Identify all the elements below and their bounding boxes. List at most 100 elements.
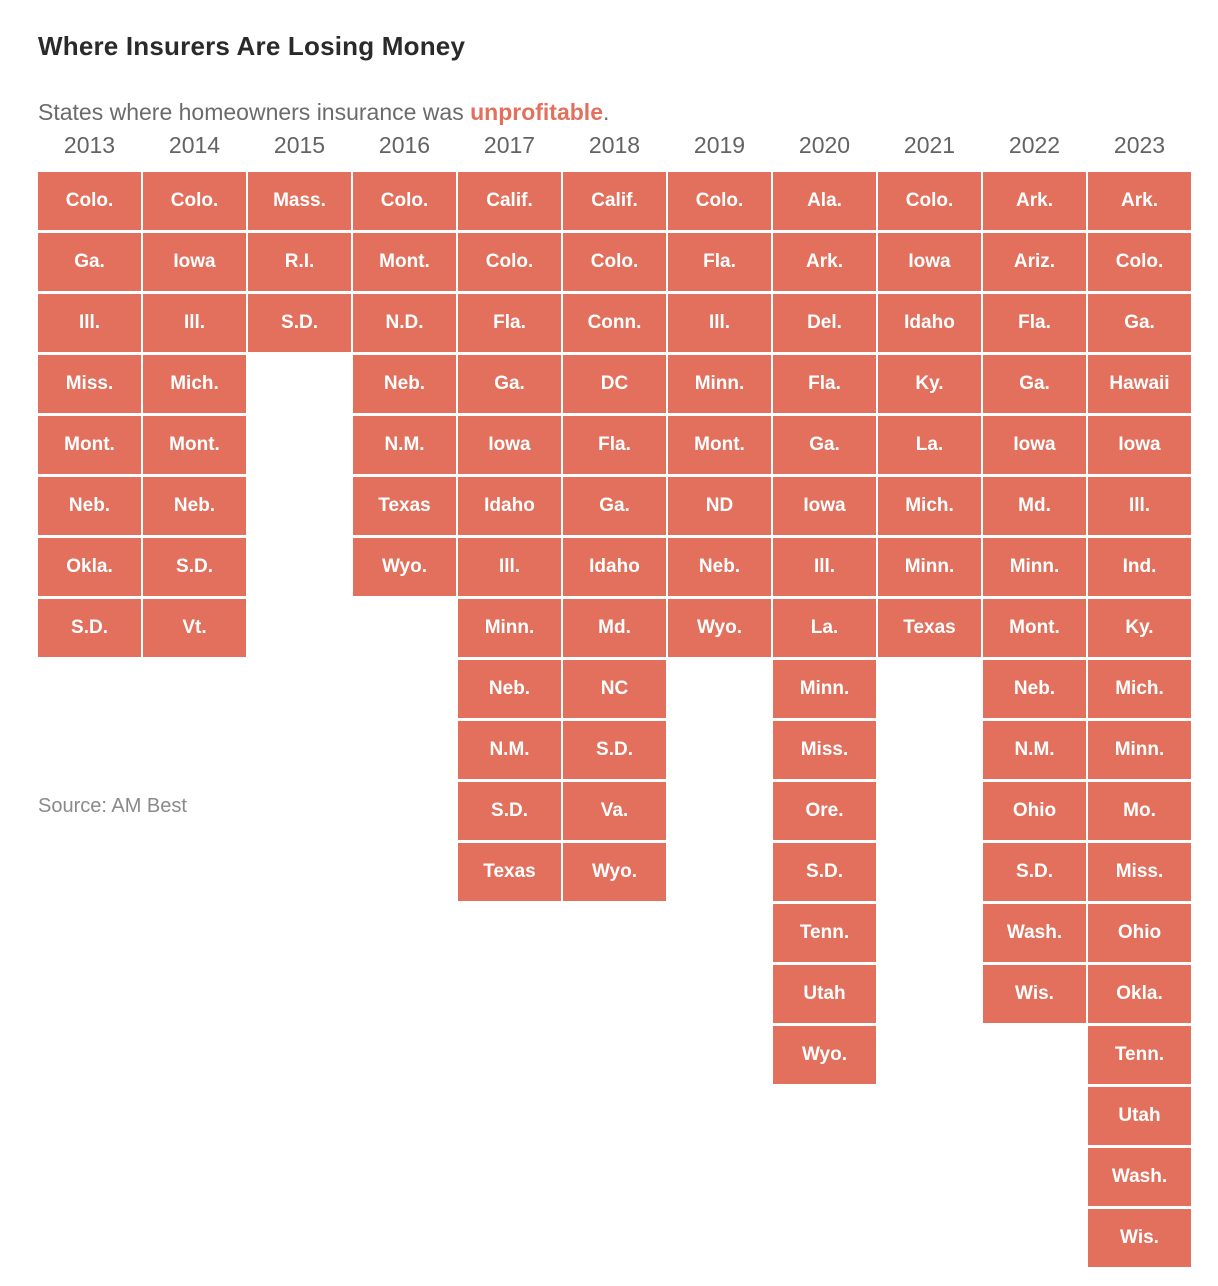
state-cell: Iowa bbox=[143, 233, 246, 291]
chart-title: Where Insurers Are Losing Money bbox=[38, 31, 466, 62]
year-label: 2015 bbox=[273, 132, 326, 158]
state-cell: Conn. bbox=[563, 294, 666, 352]
year-label: 2013 bbox=[63, 132, 116, 158]
state-cell: Iowa bbox=[773, 477, 876, 535]
state-cell: NC bbox=[563, 660, 666, 718]
state-cell: Texas bbox=[878, 599, 981, 657]
state-cell: Tenn. bbox=[1088, 1026, 1191, 1084]
year-column-2016: 2016 Colo. Mont. N.D. Neb. N.M. Texas Wyo. bbox=[353, 132, 456, 1270]
state-cell: Mich. bbox=[143, 355, 246, 413]
state-cell: Mont. bbox=[38, 416, 141, 474]
state-cell: Iowa bbox=[983, 416, 1086, 474]
state-cell: Okla. bbox=[1088, 965, 1191, 1023]
year-label: 2020 bbox=[798, 132, 851, 158]
state-cell: Minn. bbox=[668, 355, 771, 413]
state-cell: Calif. bbox=[563, 172, 666, 230]
state-cell: Mass. bbox=[248, 172, 351, 230]
state-cell: Neb. bbox=[353, 355, 456, 413]
year-label: 2014 bbox=[168, 132, 221, 158]
state-cell: Ga. bbox=[458, 355, 561, 413]
state-cell: Idaho bbox=[878, 294, 981, 352]
state-cell: Tenn. bbox=[773, 904, 876, 962]
state-cell: Ohio bbox=[983, 782, 1086, 840]
state-cell: Idaho bbox=[563, 538, 666, 596]
state-cell: Neb. bbox=[458, 660, 561, 718]
state-cell: S.D. bbox=[983, 843, 1086, 901]
state-cell: Fla. bbox=[563, 416, 666, 474]
state-cell: Mo. bbox=[1088, 782, 1191, 840]
year-column-2022: 2022 Ark. Ariz. Fla. Ga. Iowa Md. Minn. Mont. Neb… bbox=[983, 132, 1086, 1270]
state-cell: Ky. bbox=[1088, 599, 1191, 657]
year-column-2020: 2020 Ala. Ark. Del. Fla. Ga. Iowa Ill. La. Minn. M… bbox=[773, 132, 876, 1270]
state-cell: Miss. bbox=[1088, 843, 1191, 901]
state-cell: Ill. bbox=[458, 538, 561, 596]
state-cell: Minn. bbox=[1088, 721, 1191, 779]
state-cell: Minn. bbox=[773, 660, 876, 718]
state-cell: Colo. bbox=[143, 172, 246, 230]
state-cell: Mont. bbox=[143, 416, 246, 474]
state-cell: Iowa bbox=[1088, 416, 1191, 474]
state-cell: Iowa bbox=[878, 233, 981, 291]
subtitle-highlight-unprofitable: unprofitable bbox=[470, 99, 603, 125]
state-cell: Neb. bbox=[983, 660, 1086, 718]
state-cell: Ala. bbox=[773, 172, 876, 230]
state-cell: R.I. bbox=[248, 233, 351, 291]
state-cell: Texas bbox=[458, 843, 561, 901]
state-cell: S.D. bbox=[563, 721, 666, 779]
state-cell: Wyo. bbox=[353, 538, 456, 596]
subtitle-prefix: States where homeowners insurance was bbox=[38, 99, 471, 125]
state-cell: Ariz. bbox=[983, 233, 1086, 291]
state-cell: Vt. bbox=[143, 599, 246, 657]
year-label: 2022 bbox=[1008, 132, 1061, 158]
state-cell: Wash. bbox=[983, 904, 1086, 962]
state-cell: Fla. bbox=[668, 233, 771, 291]
state-cell: Colo. bbox=[668, 172, 771, 230]
state-cell: N.M. bbox=[983, 721, 1086, 779]
state-cell: Ind. bbox=[1088, 538, 1191, 596]
chart-subtitle: States where homeowners insurance was un… bbox=[38, 99, 609, 126]
state-cell: Colo. bbox=[458, 233, 561, 291]
state-cell: Wyo. bbox=[773, 1026, 876, 1084]
state-cell: Calif. bbox=[458, 172, 561, 230]
state-cell: Va. bbox=[563, 782, 666, 840]
state-cell: Neb. bbox=[668, 538, 771, 596]
year-column-2021: 2021 Colo. Iowa Idaho Ky. La. Mich. Minn. Texas bbox=[878, 132, 981, 1270]
state-cell: Minn. bbox=[878, 538, 981, 596]
subtitle-suffix: . bbox=[603, 99, 610, 125]
state-cell: Ill. bbox=[143, 294, 246, 352]
state-cell: S.D. bbox=[773, 843, 876, 901]
state-cell: Mont. bbox=[668, 416, 771, 474]
year-label: 2016 bbox=[378, 132, 431, 158]
state-cell: Colo. bbox=[353, 172, 456, 230]
year-grid: 2013 Colo. Ga. Ill. Miss. Mont. Neb. Okla. S.D. 2… bbox=[38, 132, 1191, 1270]
state-cell: Minn. bbox=[458, 599, 561, 657]
state-cell: N.D. bbox=[353, 294, 456, 352]
state-cell: S.D. bbox=[458, 782, 561, 840]
year-column-2015: 2015 Mass. R.I. S.D. bbox=[248, 132, 351, 1270]
state-cell: Del. bbox=[773, 294, 876, 352]
state-cell: Wyo. bbox=[668, 599, 771, 657]
state-cell: Ark. bbox=[1088, 172, 1191, 230]
state-cell: N.M. bbox=[458, 721, 561, 779]
year-column-2014: 2014 Colo. Iowa Ill. Mich. Mont. Neb. S.D. Vt. bbox=[143, 132, 246, 1270]
state-cell: Colo. bbox=[563, 233, 666, 291]
year-column-2017: 2017 Calif. Colo. Fla. Ga. Iowa Idaho Ill. Minn.… bbox=[458, 132, 561, 1270]
state-cell: Ohio bbox=[1088, 904, 1191, 962]
state-cell: Miss. bbox=[38, 355, 141, 413]
state-cell: Utah bbox=[773, 965, 876, 1023]
state-cell: La. bbox=[878, 416, 981, 474]
state-cell: Texas bbox=[353, 477, 456, 535]
state-cell: Md. bbox=[983, 477, 1086, 535]
state-cell: Ore. bbox=[773, 782, 876, 840]
state-cell: Ill. bbox=[773, 538, 876, 596]
state-cell: Ill. bbox=[668, 294, 771, 352]
state-cell: Ill. bbox=[38, 294, 141, 352]
state-cell: Hawaii bbox=[1088, 355, 1191, 413]
year-label: 2017 bbox=[483, 132, 536, 158]
state-cell: Miss. bbox=[773, 721, 876, 779]
state-cell: Wis. bbox=[1088, 1209, 1191, 1267]
year-column-2013: 2013 Colo. Ga. Ill. Miss. Mont. Neb. Okla. S.D. bbox=[38, 132, 141, 1270]
state-cell: Ark. bbox=[983, 172, 1086, 230]
source-note: Source: AM Best bbox=[38, 795, 187, 817]
year-label: 2019 bbox=[693, 132, 746, 158]
